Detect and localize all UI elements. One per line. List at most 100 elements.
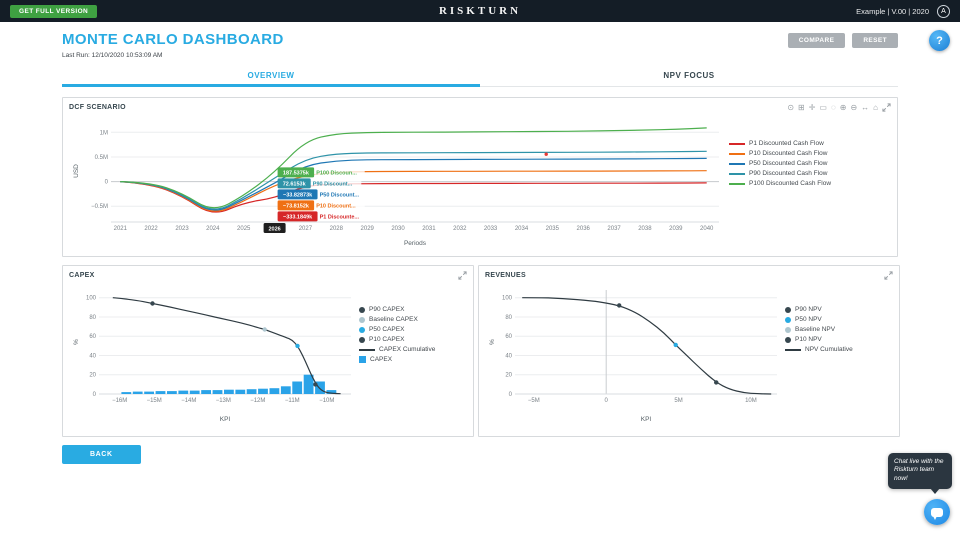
svg-text:−333.1849k: −333.1849k: [283, 214, 313, 220]
zoom-icon[interactable]: ⊞: [798, 102, 805, 112]
series-p100-discounted-cash-flow[interactable]: [120, 127, 707, 209]
legend-item-baseline-npv[interactable]: Baseline NPV: [785, 326, 893, 333]
legend-item-capex-cumulative[interactable]: CAPEX Cumulative: [359, 346, 467, 353]
legend-label: P90 Discounted Cash Flow: [749, 170, 828, 177]
legend-swatch: [359, 336, 365, 343]
marker-p90-npv[interactable]: [617, 303, 622, 308]
svg-text:2039: 2039: [669, 226, 683, 232]
zoom-out-icon[interactable]: ⊖: [850, 102, 858, 112]
hover-labels: 187.5375k P100 Discoun... 72.6153k P90 Disc…: [263, 167, 369, 233]
zoom-in-icon[interactable]: ⊕: [839, 102, 847, 112]
reset-axes-icon[interactable]: ⌂: [873, 102, 878, 112]
chat-button[interactable]: [924, 499, 950, 525]
revenues-panel-title: REVENUES: [485, 272, 526, 279]
svg-text:−73.8152k: −73.8152k: [283, 203, 310, 209]
legend-item-p90-discounted-cash-flow[interactable]: P90 Discounted Cash Flow: [729, 170, 879, 177]
legend-label: Baseline CAPEX: [369, 316, 418, 323]
svg-text:2033: 2033: [484, 226, 498, 232]
series-p10-discounted-cash-flow[interactable]: [120, 170, 707, 212]
get-full-version-button[interactable]: GET FULL VERSION: [10, 4, 98, 18]
dcf-chart[interactable]: −0.5M 0 0.5M 1M 2021 2022 2023 2024 2025 2026 2027…: [69, 114, 729, 248]
lasso-select-icon[interactable]: ◌: [830, 102, 836, 112]
legend-item-p50-capex[interactable]: P50 CAPEX: [359, 326, 467, 333]
legend-label: P10 Discounted Cash Flow: [749, 150, 828, 157]
svg-text:40: 40: [505, 354, 512, 360]
legend-item-p1-discounted-cash-flow[interactable]: P1 Discounted Cash Flow: [729, 140, 879, 147]
tab-npv-focus[interactable]: NPV FOCUS: [663, 71, 715, 80]
legend-item-p10-discounted-cash-flow[interactable]: P10 Discounted Cash Flow: [729, 150, 879, 157]
legend-label: P10 CAPEX: [369, 336, 405, 343]
svg-text:2031: 2031: [422, 226, 436, 232]
legend-item-p50-npv[interactable]: P50 NPV: [785, 316, 893, 323]
box-select-icon[interactable]: ▭: [819, 102, 827, 112]
legend-label: CAPEX: [370, 356, 393, 363]
legend-item-p50-discounted-cash-flow[interactable]: P50 Discounted Cash Flow: [729, 160, 879, 167]
svg-text:0: 0: [605, 398, 609, 404]
marker-p90-capex[interactable]: [150, 301, 155, 306]
revenues-panel: REVENUES 0 20 40 60 80 100 −5M 0 5M 10M KPI% P90 N…: [478, 265, 900, 437]
svg-text:−12M: −12M: [250, 398, 265, 404]
legend-label: P50 CAPEX: [369, 326, 405, 333]
marker-p10-npv[interactable]: [714, 380, 719, 385]
svg-text:5M: 5M: [674, 398, 682, 404]
capex-expand-icon[interactable]: [458, 271, 467, 280]
legend-label: P50 NPV: [795, 316, 822, 323]
series-p90-discounted-cash-flow[interactable]: [120, 150, 707, 210]
autoscale-icon[interactable]: ↔: [861, 102, 870, 112]
svg-text:2034: 2034: [515, 226, 529, 232]
tab-overview[interactable]: OVERVIEW: [62, 67, 480, 87]
svg-text:−10M: −10M: [319, 398, 334, 404]
svg-text:60: 60: [505, 334, 512, 340]
reset-button[interactable]: RESET: [852, 33, 898, 48]
marker-p10-capex[interactable]: [313, 382, 318, 387]
svg-text:0: 0: [93, 392, 97, 398]
svg-text:P10 Discount...: P10 Discount...: [316, 203, 356, 209]
legend-item-p90-capex[interactable]: P90 CAPEX: [359, 306, 467, 313]
pan-icon[interactable]: ✛: [808, 102, 816, 112]
marker-p50-npv[interactable]: [673, 342, 678, 348]
legend-item-npv-cumulative[interactable]: NPV Cumulative: [785, 346, 893, 353]
help-button[interactable]: ?: [929, 30, 950, 51]
histogram-bars[interactable]: [121, 374, 337, 394]
svg-text:2030: 2030: [391, 226, 405, 232]
series-npv-cumulative[interactable]: [522, 297, 772, 395]
revenues-chart-row: 0 20 40 60 80 100 −5M 0 5M 10M KPI% P90 NPV P50 NPV…: [485, 282, 893, 424]
marker-p50-capex[interactable]: [295, 343, 300, 349]
series-p1-discounted-cash-flow[interactable]: [120, 181, 707, 213]
back-button[interactable]: BACK: [62, 445, 141, 464]
svg-text:100: 100: [502, 296, 513, 302]
account-area: Example | V.00 | 2020 A: [856, 4, 950, 18]
legend-swatch: [729, 172, 745, 175]
revenues-chart[interactable]: 0 20 40 60 80 100 −5M 0 5M 10M KPI%: [485, 282, 785, 424]
svg-text:2026: 2026: [268, 227, 280, 233]
svg-text:−5M: −5M: [528, 398, 540, 404]
legend-swatch: [729, 142, 745, 145]
title-block: MONTE CARLO DASHBOARD Last Run: 12/10/20…: [62, 31, 284, 59]
series-p50-discounted-cash-flow[interactable]: [120, 157, 707, 211]
legend-item-p90-npv[interactable]: P90 NPV: [785, 306, 893, 313]
chat-tooltip[interactable]: Chat live with the Riskturn team now!: [888, 452, 952, 495]
svg-text:2025: 2025: [237, 226, 251, 232]
legend-item-p10-npv[interactable]: P10 NPV: [785, 336, 893, 343]
svg-text:P100 Discoun...: P100 Discoun...: [316, 170, 357, 176]
compare-button[interactable]: COMPARE: [787, 33, 846, 48]
axes: 0 20 40 60 80 100 −5M 0 5M 10M KPI%: [489, 290, 777, 423]
fullscreen-icon[interactable]: [882, 103, 891, 112]
svg-text:187.5375k: 187.5375k: [283, 170, 310, 176]
dcf-panel-title: DCF SCENARIO: [69, 104, 126, 111]
legend-item-p100-discounted-cash-flow[interactable]: P100 Discounted Cash Flow: [729, 180, 879, 187]
capex-chart[interactable]: 0 20 40 60 80 100 −16M −15M −14M −13M −12M −11M −10M…: [69, 282, 359, 424]
marker-baseline-capex[interactable]: [262, 327, 267, 332]
revenues-expand-icon[interactable]: [884, 271, 893, 280]
avatar[interactable]: A: [937, 4, 950, 18]
svg-text:2027: 2027: [299, 226, 313, 232]
legend-item-capex[interactable]: CAPEX: [359, 356, 467, 363]
legend-item-p10-capex[interactable]: P10 CAPEX: [359, 336, 467, 343]
legend-item-baseline-capex[interactable]: Baseline CAPEX: [359, 316, 467, 323]
dcf-legend: P1 Discounted Cash Flow P10 Discounted Ca…: [729, 114, 879, 187]
camera-icon[interactable]: ⊙: [787, 102, 795, 112]
capex-panel: CAPEX 0 20 40 60 80 100 −16M −15M −14M −13M −12M −1…: [62, 265, 474, 437]
svg-text:2023: 2023: [175, 226, 189, 232]
marker-hover-point[interactable]: [544, 152, 548, 156]
